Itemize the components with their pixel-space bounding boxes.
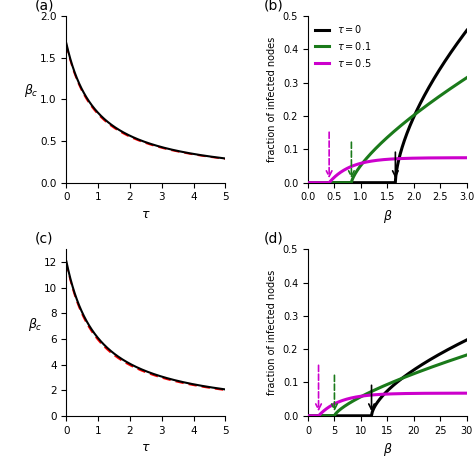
Text: (a): (a): [35, 0, 54, 12]
X-axis label: $\beta$: $\beta$: [383, 208, 392, 225]
Y-axis label: fraction of infected nodes: fraction of infected nodes: [267, 270, 277, 395]
Y-axis label: $\beta_c$: $\beta_c$: [24, 82, 39, 99]
Text: (d): (d): [264, 231, 283, 246]
Text: (c): (c): [35, 231, 53, 246]
Y-axis label: $\beta_c$: $\beta_c$: [27, 316, 42, 333]
Text: (b): (b): [264, 0, 283, 12]
Y-axis label: fraction of infected nodes: fraction of infected nodes: [267, 37, 277, 162]
X-axis label: $\tau$: $\tau$: [141, 441, 151, 454]
X-axis label: $\tau$: $\tau$: [141, 208, 151, 221]
Legend: $\tau = 0$, $\tau = 0.1$, $\tau = 0.5$: $\tau = 0$, $\tau = 0.1$, $\tau = 0.5$: [313, 21, 374, 71]
X-axis label: $\beta$: $\beta$: [383, 441, 392, 458]
